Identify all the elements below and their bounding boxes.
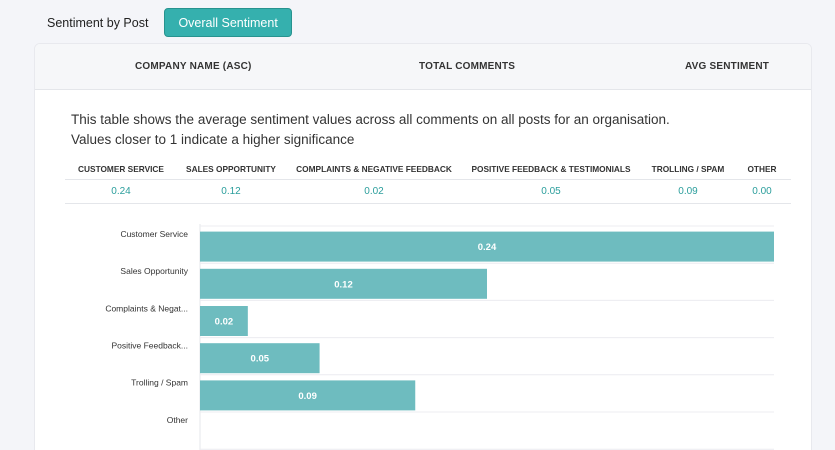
description-line-1: This table shows the average sentiment v… xyxy=(71,112,670,127)
category-label: Trolling / Spam xyxy=(131,378,188,388)
category-value-complaints: 0.02 xyxy=(364,186,384,197)
bar-value-label: 0.02 xyxy=(215,317,234,328)
sentiment-card: COMPANY NAME (ASC) TOTAL COMMENTS AVG SE… xyxy=(34,43,812,450)
bar xyxy=(200,268,487,299)
chart-bars xyxy=(200,231,774,411)
row-divider xyxy=(65,203,791,204)
column-header-company-name[interactable]: COMPANY NAME (ASC) xyxy=(135,61,252,72)
description: This table shows the average sentiment v… xyxy=(71,110,670,150)
description-line-2: Values closer to 1 indicate a higher sig… xyxy=(71,132,355,147)
category-value-positive-feedback: 0.05 xyxy=(541,186,561,197)
sentiment-bar-chart: Customer Service 0.24 Sales Opportunity 0.1… xyxy=(105,224,774,450)
category-header-sales-opportunity: SALES OPPORTUNITY xyxy=(186,164,276,174)
category-header-trolling-spam: TROLLING / SPAM xyxy=(651,164,725,174)
category-header-other: OTHER xyxy=(747,164,777,174)
bar xyxy=(200,343,320,374)
category-label: Customer Service xyxy=(120,229,188,239)
category-value-customer-service: 0.24 xyxy=(111,186,131,197)
category-value-sales-opportunity: 0.12 xyxy=(221,186,241,197)
row-divider xyxy=(65,179,791,180)
category-label: Positive Feedback... xyxy=(111,340,188,350)
tab-bar: Sentiment by Post Overall Sentiment xyxy=(34,8,292,37)
bar-value-label: 0.24 xyxy=(478,242,497,253)
bar-value-label: 0.12 xyxy=(334,279,353,290)
bar xyxy=(200,231,774,262)
category-label: Sales Opportunity xyxy=(120,266,188,276)
category-header-customer-service: CUSTOMER SERVICE xyxy=(78,164,164,174)
tab-sentiment-by-post[interactable]: Sentiment by Post xyxy=(47,15,149,30)
category-value-trolling-spam: 0.09 xyxy=(678,186,698,197)
bar xyxy=(200,306,248,336)
category-value-other: 0.00 xyxy=(752,186,772,197)
column-header-avg-sentiment[interactable]: AVG SENTIMENT xyxy=(685,61,770,72)
column-header-total-comments[interactable]: TOTAL COMMENTS xyxy=(419,61,516,72)
category-header-positive-feedback: POSITIVE FEEDBACK & TESTIMONIALS xyxy=(471,164,631,174)
chart-labels: Customer Service 0.24 Sales Opportunity 0.1… xyxy=(105,229,497,425)
category-label: Other xyxy=(167,415,188,425)
bar-value-label: 0.05 xyxy=(251,354,270,365)
tab-overall-sentiment[interactable]: Overall Sentiment xyxy=(164,8,292,37)
table-header: COMPANY NAME (ASC) TOTAL COMMENTS AVG SE… xyxy=(35,44,811,90)
category-header-complaints: COMPLAINTS & NEGATIVE FEEDBACK xyxy=(296,164,452,174)
bar-value-label: 0.09 xyxy=(298,391,317,402)
category-label: Complaints & Negat... xyxy=(105,303,188,313)
bar xyxy=(200,380,416,411)
